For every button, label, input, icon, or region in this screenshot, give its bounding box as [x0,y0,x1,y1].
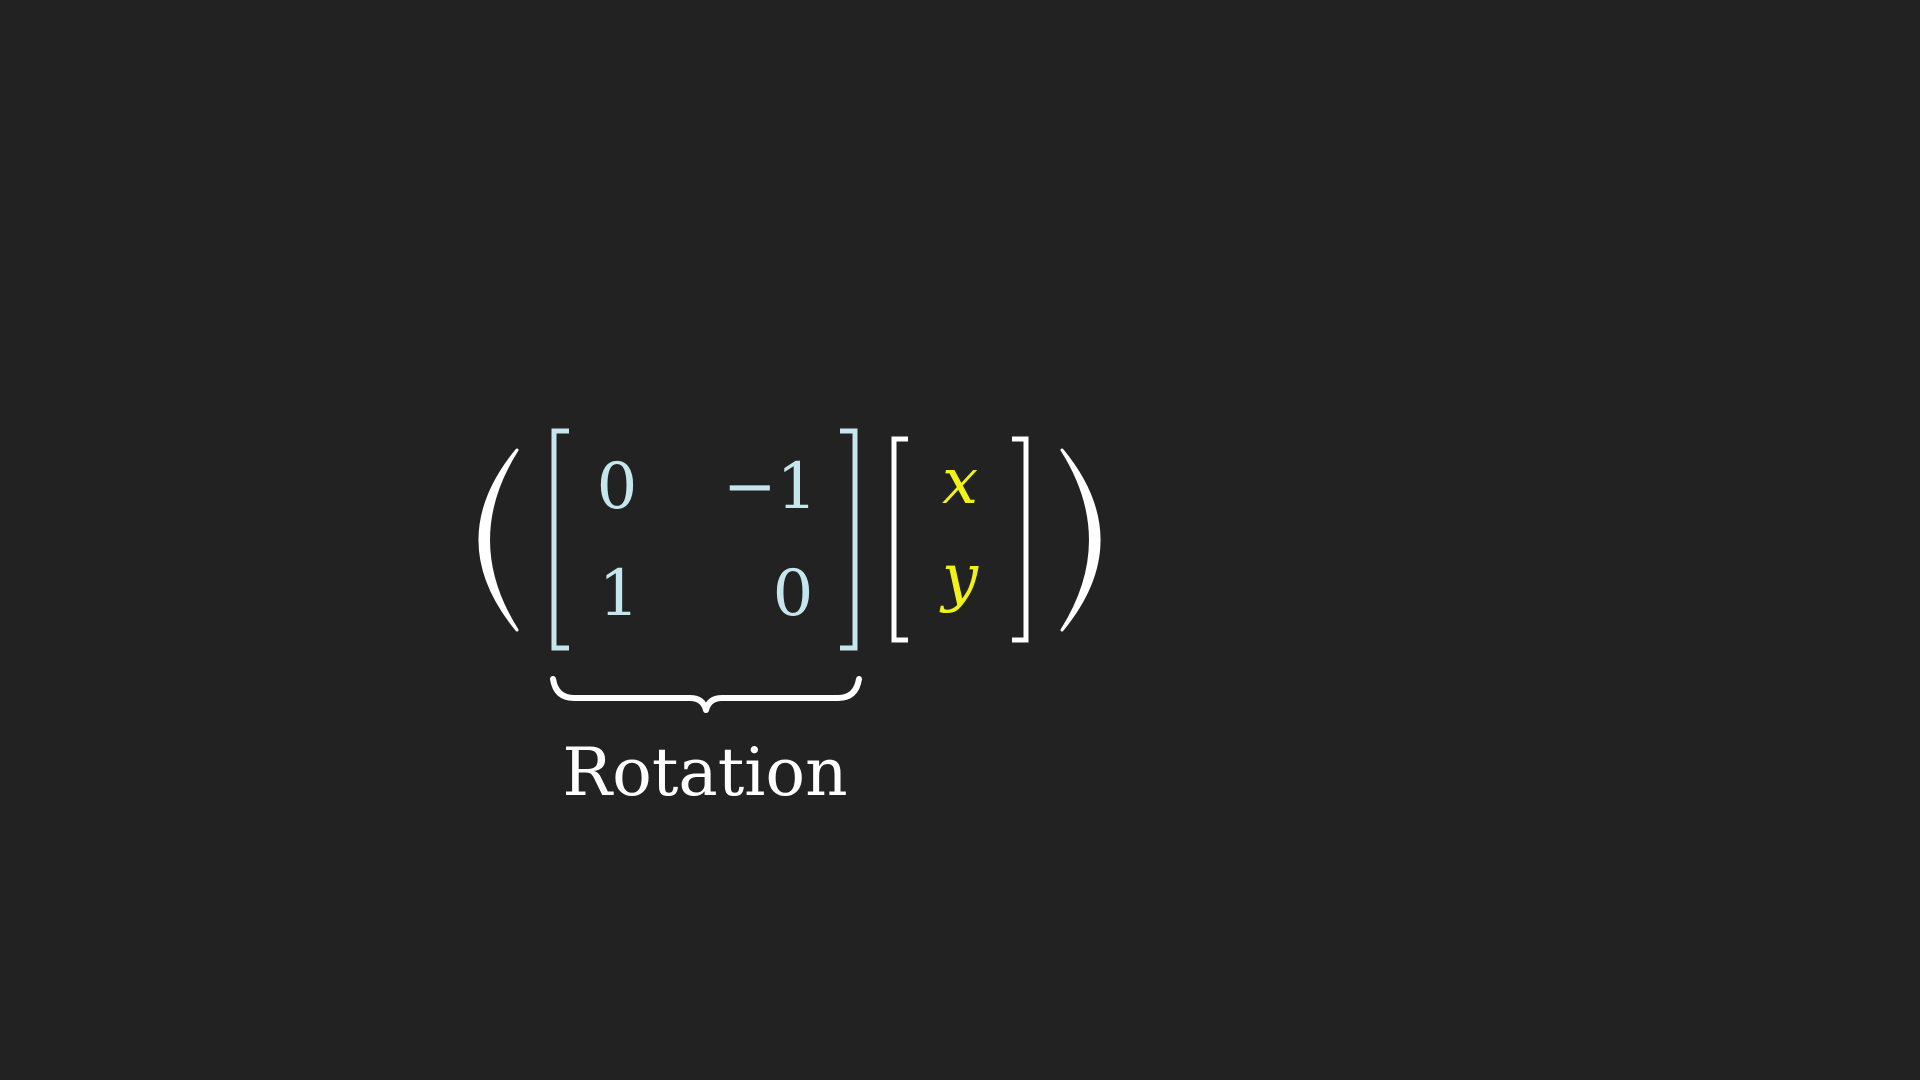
vector-left-bracket [891,436,908,643]
vector-entry-x: x [941,445,979,519]
underbrace [550,676,862,713]
matrix-entry-r1c2: −1 [722,450,818,524]
underbrace-label: Rotation [562,734,848,811]
matrix-left-bracket [551,428,569,651]
matrix-right-bracket [840,428,858,651]
matrix-entry-r1c1: 0 [596,450,638,524]
left-parenthesis [478,448,519,632]
vector-entry-y: y [941,541,979,615]
right-parenthesis [1060,448,1101,632]
matrix-entry-r2c2: 0 [772,557,814,631]
vector-right-bracket [1012,436,1029,643]
matrix-entry-r2c1: 1 [598,557,640,631]
